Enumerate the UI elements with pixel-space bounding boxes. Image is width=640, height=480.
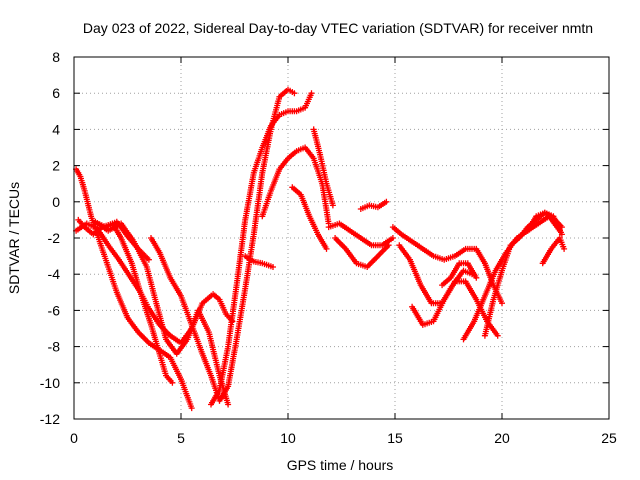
y-tick-label: -12 [40, 411, 60, 427]
series-markers [75, 216, 176, 386]
y-tick-label: -2 [48, 230, 61, 246]
sat-trace-14 [357, 198, 390, 212]
sat-trace-8 [242, 253, 276, 270]
sat-trace-12 [325, 220, 396, 249]
sat-trace-22 [539, 235, 568, 267]
y-tick-label: -6 [48, 302, 61, 318]
series-line [94, 220, 230, 405]
y-tick-label: 6 [52, 85, 60, 101]
sat-trace-9 [259, 144, 332, 227]
y-tick-label: -10 [40, 375, 60, 391]
y-tick-label: 4 [52, 121, 60, 137]
series-line [150, 88, 295, 404]
x-axis-label: GPS time / hours [287, 457, 394, 473]
grid-lines [74, 57, 609, 419]
series-markers [539, 235, 568, 267]
y-tick-label: -4 [48, 266, 61, 282]
sat-trace-21 [524, 209, 565, 238]
sat-trace-5 [94, 218, 152, 263]
series-markers [357, 198, 390, 212]
x-tick-label: 10 [280, 430, 296, 446]
y-tick-label: -8 [48, 339, 61, 355]
sat-trace-7 [208, 90, 315, 408]
x-tick-label: 25 [601, 430, 617, 446]
x-tick-label: 5 [177, 430, 185, 446]
x-tick-label: 15 [387, 430, 403, 446]
series-markers [439, 260, 480, 289]
y-tick-label: 2 [52, 158, 60, 174]
series-markers [73, 166, 195, 412]
series-markers [94, 218, 152, 263]
sat-trace-1 [73, 166, 195, 412]
sat-trace-11 [310, 126, 336, 209]
sat-trace-18 [439, 260, 480, 289]
series-markers [524, 209, 565, 238]
data-series [73, 86, 568, 412]
sat-trace-2 [75, 216, 176, 386]
series-markers [259, 144, 332, 227]
x-tick-label: 0 [70, 430, 78, 446]
y-tick-label: 8 [52, 49, 60, 65]
x-tick-label: 20 [494, 430, 510, 446]
series-markers [332, 235, 392, 270]
series-markers [242, 253, 276, 270]
sat-trace-13 [332, 235, 392, 270]
y-axis-label: SDTVAR / TECUs [6, 182, 22, 294]
y-tick-label: 0 [52, 194, 60, 210]
series-markers [325, 220, 396, 249]
chart-title: Day 023 of 2022, Sidereal Day-to-day VTE… [83, 20, 593, 36]
axis-ticks: 0 5 10 15 20 25 -12 -10 -8 -6 -4 -2 0 2 4 6 8 [40, 49, 617, 446]
sat-trace-10 [289, 184, 330, 252]
series-markers [208, 90, 315, 408]
series-markers [289, 184, 330, 252]
series-markers [310, 126, 336, 209]
